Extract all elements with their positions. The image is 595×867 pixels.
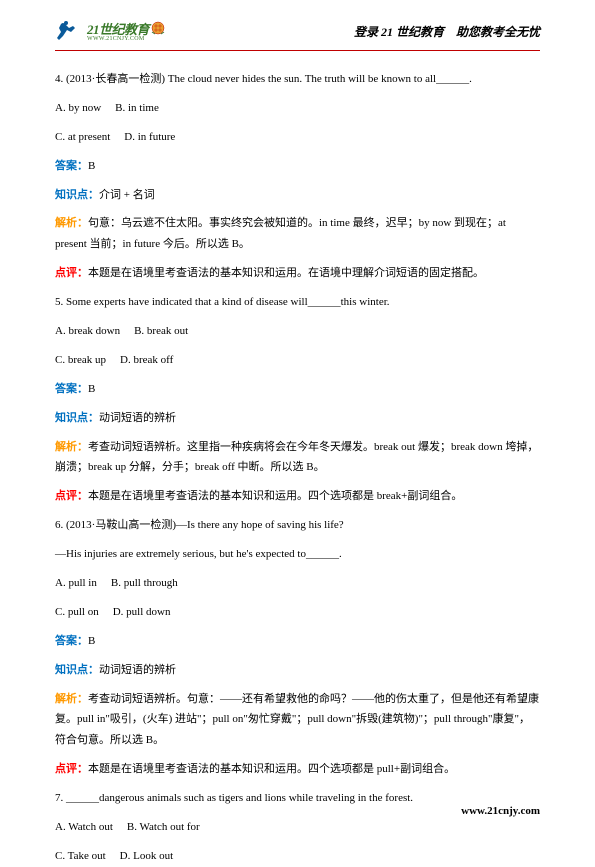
q4-knowledge: 知识点：介词 + 名词 (55, 185, 540, 206)
q4-comment: 点评：本题是在语境里考查语法的基本知识和运用。在语境中理解介词短语的固定搭配。 (55, 263, 540, 284)
logo-main-text: 21世纪教育 (87, 23, 149, 36)
ball-icon (151, 21, 165, 35)
q6-stem2: —His injuries are extremely serious, but… (55, 544, 540, 565)
q4-analysis: 解析：句意：乌云遮不住太阳。事实终究会被知道的。in time 最终，迟早；by… (55, 213, 540, 255)
logo-text: 21世纪教育 WWW.21CNJY.COM (87, 23, 149, 42)
q6-analysis: 解析：考查动词短语辨析。句意：——还有希望救他的命吗？——他的伤太重了，但是他还… (55, 689, 540, 752)
q5-answer: 答案：B (55, 379, 540, 400)
q6-options-row2: C. pull onD. pull down (55, 602, 540, 623)
q6-comment: 点评：本题是在语境里考查语法的基本知识和运用。四个选项都是 pull+副词组合。 (55, 759, 540, 780)
q4-options-row1: A. by nowB. in time (55, 98, 540, 119)
runner-icon (55, 20, 83, 44)
q5-options-row2: C. break upD. break off (55, 350, 540, 371)
q6-knowledge: 知识点：动词短语的辨析 (55, 660, 540, 681)
q4-answer: 答案：B (55, 156, 540, 177)
q5-analysis: 解析：考查动词短语辨析。这里指一种疾病将会在今年冬天爆发。break out 爆… (55, 437, 540, 479)
q7-options-row2: C. Take outD. Look out (55, 846, 540, 867)
page-header: 21世纪教育 WWW.21CNJY.COM 登录 21 世纪教育 助您教考全无忧 (55, 20, 540, 51)
q4-stem: 4. (2013·长春高一检测) The cloud never hides t… (55, 69, 540, 90)
q5-comment: 点评：本题是在语境里考查语法的基本知识和运用。四个选项都是 break+副词组合… (55, 486, 540, 507)
q6-options-row1: A. pull inB. pull through (55, 573, 540, 594)
footer-url: www.21cnjy.com (461, 801, 540, 822)
q5-options-row1: A. break downB. break out (55, 321, 540, 342)
header-slogan: 登录 21 世纪教育 助您教考全无忧 (354, 21, 540, 44)
logo: 21世纪教育 WWW.21CNJY.COM (55, 20, 165, 44)
q5-stem: 5. Some experts have indicated that a ki… (55, 292, 540, 313)
q5-knowledge: 知识点：动词短语的辨析 (55, 408, 540, 429)
q6-answer: 答案：B (55, 631, 540, 652)
q6-stem1: 6. (2013·马鞍山高一检测)—Is there any hope of s… (55, 515, 540, 536)
logo-sub-text: WWW.21CNJY.COM (87, 36, 149, 42)
main-content: 4. (2013·长春高一检测) The cloud never hides t… (55, 69, 540, 867)
q4-options-row2: C. at presentD. in future (55, 127, 540, 148)
